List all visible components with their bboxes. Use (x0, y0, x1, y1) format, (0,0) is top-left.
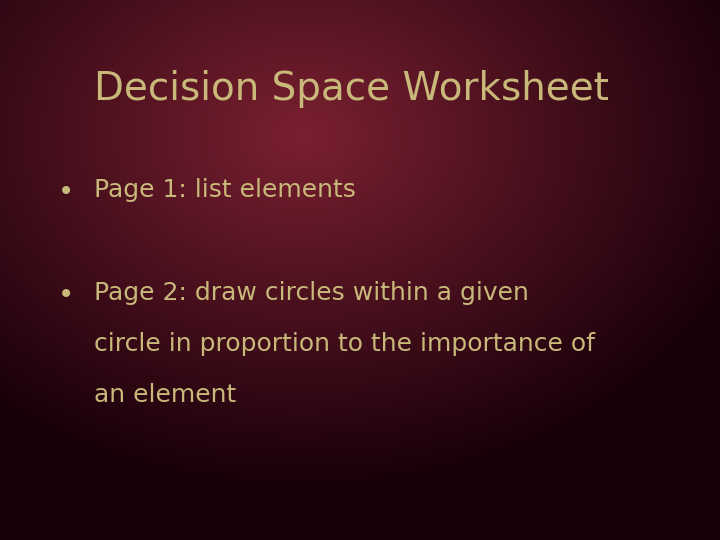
Text: circle in proportion to the importance of: circle in proportion to the importance o… (94, 332, 595, 356)
Text: Decision Space Worksheet: Decision Space Worksheet (94, 70, 608, 108)
Text: •: • (58, 178, 74, 206)
Text: Page 1: list elements: Page 1: list elements (94, 178, 356, 202)
Text: Page 2: draw circles within a given: Page 2: draw circles within a given (94, 281, 528, 305)
Text: an element: an element (94, 383, 236, 407)
Text: •: • (58, 281, 74, 309)
